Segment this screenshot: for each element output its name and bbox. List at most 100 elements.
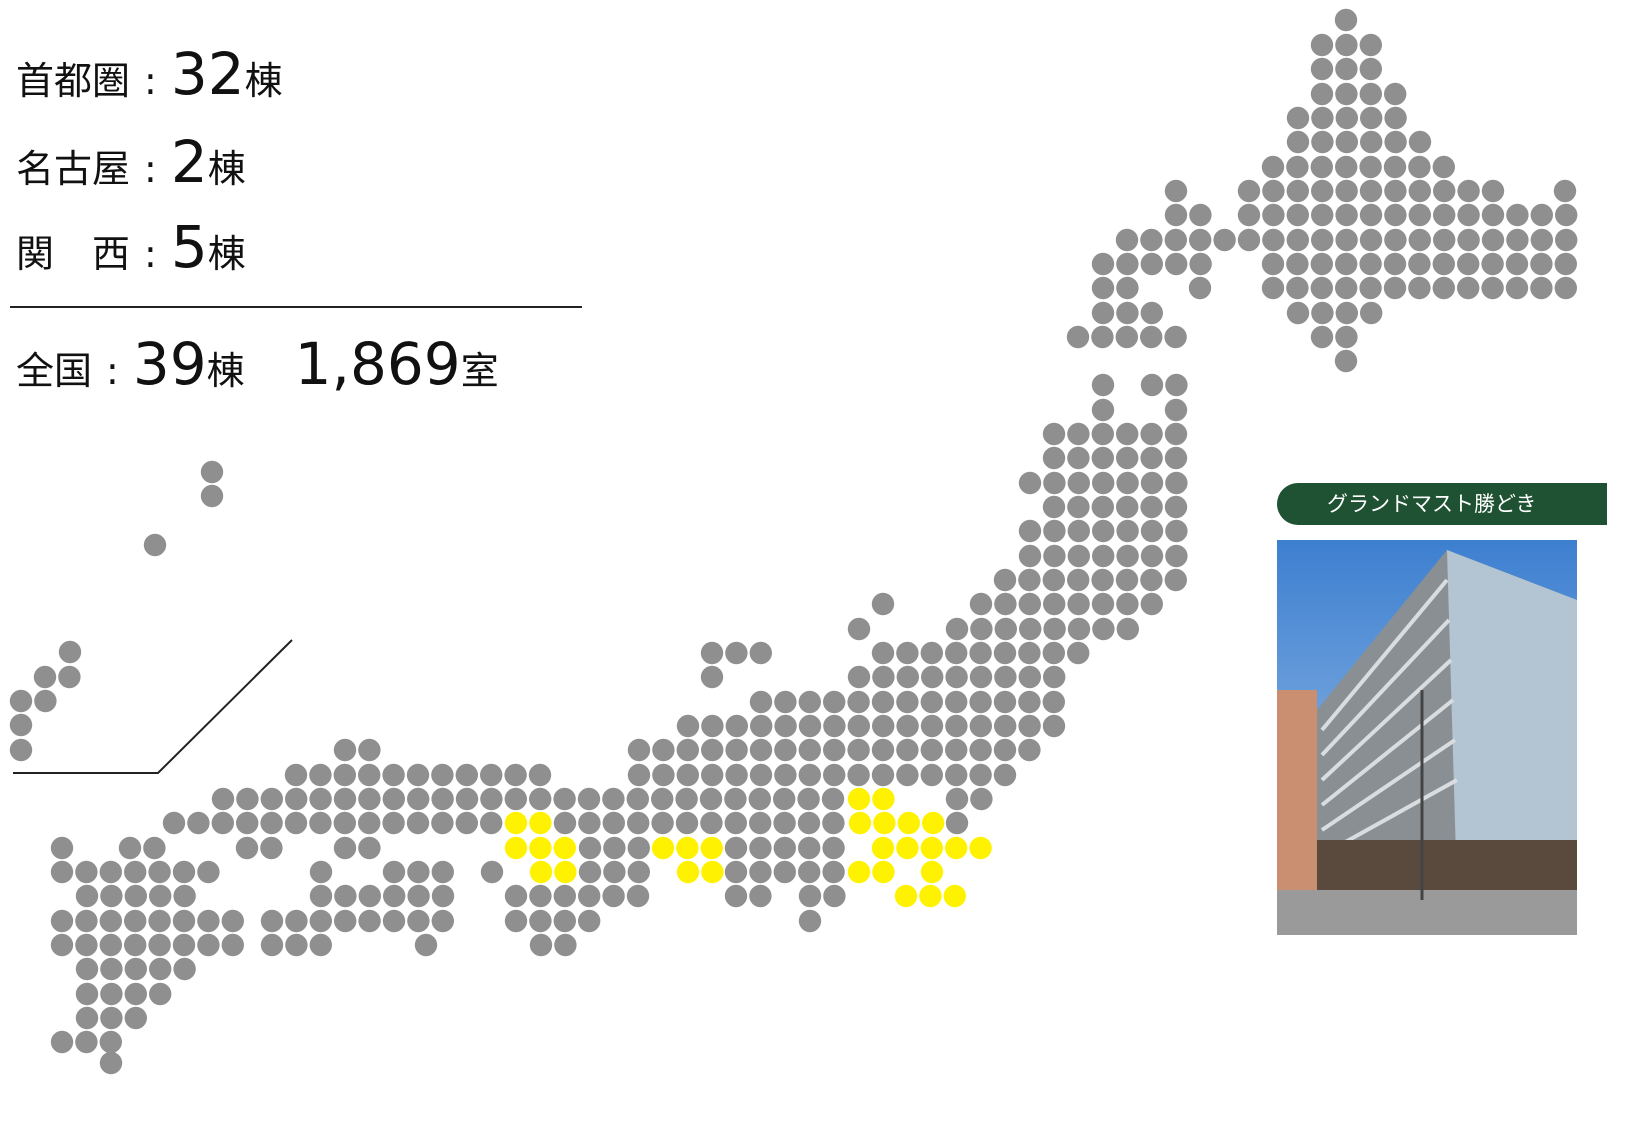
map-dot	[358, 787, 381, 811]
property-photo	[1277, 540, 1577, 935]
map-dot	[1237, 228, 1261, 252]
map-dot	[1335, 33, 1358, 57]
map-dot	[211, 787, 235, 811]
map-dot	[1359, 276, 1382, 300]
unit: 室	[460, 349, 499, 393]
map-dot	[823, 738, 846, 762]
map-dot	[945, 763, 968, 787]
map-dot	[1553, 179, 1577, 203]
map-dot	[358, 909, 381, 933]
map-dot	[823, 884, 846, 908]
map-dot	[504, 884, 528, 908]
map-dot	[750, 714, 773, 738]
map-dot	[260, 933, 284, 957]
map-dot	[945, 714, 968, 738]
map-dot	[1042, 568, 1066, 592]
map-dot	[676, 860, 700, 884]
map-dot	[920, 641, 943, 665]
map-dot	[124, 933, 147, 957]
map-dot	[148, 933, 171, 957]
map-dot	[75, 957, 99, 981]
map-dot	[1359, 203, 1383, 227]
map-dot	[309, 763, 332, 787]
map-dot	[1433, 203, 1456, 227]
map-dot	[749, 690, 773, 714]
map-dot	[1286, 252, 1309, 276]
map-dot	[920, 763, 943, 787]
map-dot	[1116, 617, 1140, 641]
map-dot	[455, 811, 478, 835]
map-dot	[701, 714, 724, 738]
map-dot	[260, 909, 284, 933]
map-dot	[407, 787, 430, 811]
map-dot	[896, 738, 919, 762]
total-row: 全国:39 棟 1,869 室	[16, 330, 499, 398]
map-dot	[774, 714, 797, 738]
map-dot	[970, 787, 993, 811]
map-dot	[602, 811, 625, 835]
map-dot	[1359, 33, 1383, 57]
map-dot	[1116, 301, 1139, 325]
map-dot	[919, 884, 942, 908]
map-dot	[235, 836, 259, 860]
map-dot	[529, 884, 552, 908]
region: 名古屋	[16, 147, 131, 191]
map-dot	[700, 665, 724, 689]
map-dot	[724, 787, 747, 811]
map-dot	[309, 787, 332, 811]
map-dot	[993, 763, 1017, 787]
map-dot	[1384, 179, 1407, 203]
map-dot	[1335, 276, 1358, 300]
map-dot	[1116, 276, 1139, 300]
map-dot	[284, 811, 308, 835]
map-dot	[1555, 203, 1578, 227]
map-dot	[1091, 446, 1115, 470]
map-dot	[749, 641, 772, 665]
map-dot	[1018, 592, 1041, 616]
map-dot	[1505, 252, 1529, 276]
map-dot	[309, 933, 332, 957]
map-dot	[1237, 203, 1261, 227]
map-dot	[847, 738, 870, 762]
map-dot	[1262, 228, 1285, 252]
map-dot	[1311, 301, 1334, 325]
map-dot	[1481, 203, 1505, 227]
map-dot	[1189, 228, 1212, 252]
map-dot	[99, 860, 123, 884]
map-dot	[920, 714, 944, 738]
map-dot	[675, 811, 699, 835]
map-dot	[1043, 519, 1066, 543]
map-dot	[58, 640, 82, 664]
map-dot	[333, 787, 357, 811]
map-dot	[627, 860, 650, 884]
map-dot	[993, 690, 1017, 714]
map-dot	[455, 787, 479, 811]
map-dot	[675, 787, 698, 811]
map-dot	[1481, 252, 1504, 276]
map-dot	[651, 787, 674, 811]
map-dot	[75, 933, 98, 957]
map-dot	[1091, 252, 1115, 276]
map-dot	[1286, 130, 1310, 154]
map-dot	[1408, 179, 1432, 203]
map-dot	[197, 860, 220, 884]
map-dot	[1286, 106, 1310, 130]
map-dot	[1165, 252, 1188, 276]
map-dot	[1067, 471, 1091, 495]
map-dot	[724, 836, 748, 860]
map-dot	[700, 836, 723, 860]
map-dot	[701, 860, 724, 884]
map-dot	[1262, 179, 1285, 203]
map-dot	[798, 909, 822, 933]
map-dot	[896, 763, 919, 787]
map-dot	[1384, 82, 1407, 106]
map-dot	[50, 836, 74, 860]
map-dot	[1140, 228, 1163, 252]
map-dot	[1457, 179, 1480, 203]
map-dot	[700, 811, 723, 835]
map-dot	[1359, 155, 1382, 179]
map-dot	[431, 860, 454, 884]
map-dot	[1384, 203, 1407, 227]
map-dot	[1432, 155, 1456, 179]
